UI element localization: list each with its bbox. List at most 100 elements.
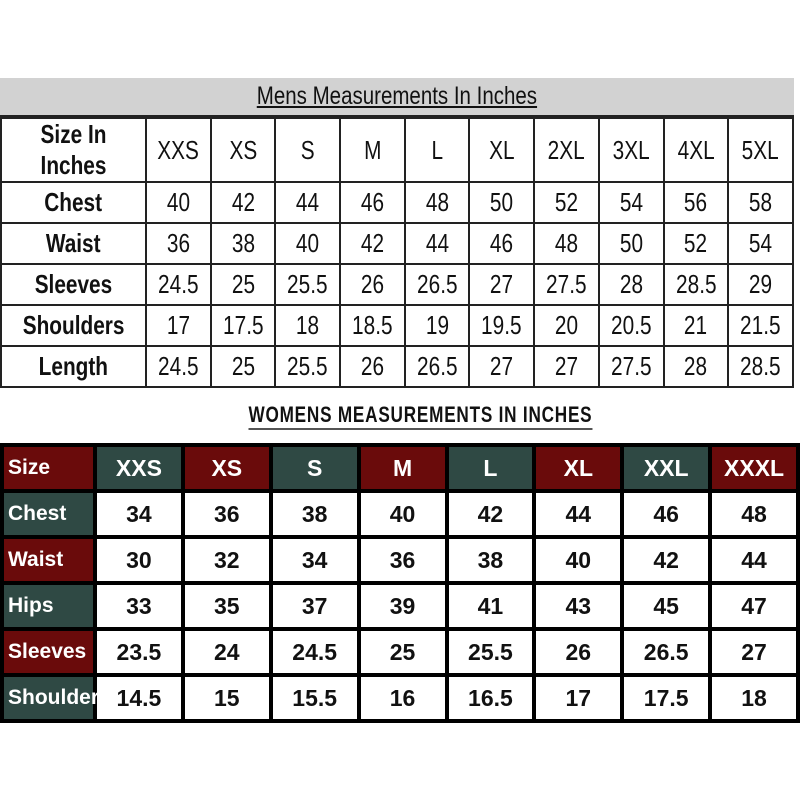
womens-cell: 34 [93, 489, 185, 539]
cell-text: Length [38, 351, 109, 381]
womens-row-label: Chest [0, 489, 97, 539]
mens-cell: 58 [727, 181, 794, 224]
mens-cell: 56 [662, 181, 730, 224]
womens-row-label: Waist [0, 535, 97, 585]
mens-cell: 38 [209, 222, 277, 265]
womens-table-row: Sleeves 23.5 24 24.5 25 25.5 26 26.5 27 [0, 627, 800, 677]
mens-cell: 27.5 [533, 263, 600, 306]
mens-title: Mens Measurements In Inches [256, 82, 538, 110]
cell-text: 40 [296, 228, 320, 258]
mens-header-cell: 3XL [597, 117, 665, 183]
womens-cell: 42 [444, 489, 537, 539]
womens-cell: 27 [708, 627, 800, 677]
womens-cell: 34 [268, 535, 361, 585]
mens-header-cell: XL [468, 117, 536, 183]
womens-header-cell: XXXL [708, 443, 800, 493]
womens-table-row: Hips 33 35 37 39 41 43 45 47 [0, 581, 800, 631]
cell-text: XL [489, 134, 515, 165]
mens-cell: 25 [209, 263, 277, 306]
mens-cell: 44 [274, 181, 342, 224]
mens-cell: 21.5 [727, 304, 794, 347]
mens-cell: 27 [533, 345, 600, 388]
cell-text: L [431, 134, 443, 165]
womens-cell: 42 [620, 535, 713, 585]
mens-title-bar: Mens Measurements In Inches [0, 78, 794, 117]
mens-header-cell: 5XL [727, 117, 794, 183]
cell-text: 27 [554, 351, 579, 381]
womens-cell: 30 [93, 535, 185, 585]
womens-cell: 36 [356, 535, 449, 585]
cell-text: 52 [554, 187, 579, 217]
womens-cell: 16.5 [444, 673, 537, 723]
mens-header-cell: Size In Inches [0, 117, 147, 183]
womens-cell: 38 [268, 489, 361, 539]
womens-cell: 43 [532, 581, 625, 631]
cell-text: 19 [425, 310, 449, 340]
womens-cell: 25 [356, 627, 449, 677]
womens-cell: 44 [708, 535, 800, 585]
womens-cell: 35 [180, 581, 273, 631]
cell-text: 2XL [547, 134, 585, 165]
mens-cell: 19.5 [468, 304, 536, 347]
cell-text: Sleeves [34, 269, 113, 299]
womens-cell: 23.5 [93, 627, 185, 677]
cell-text: Shoulders [22, 310, 125, 340]
womens-header-row: Size XXS XS S M L XL XXL XXXL [0, 443, 800, 493]
cell-text: 24.5 [158, 351, 199, 381]
womens-cell: 41 [444, 581, 537, 631]
mens-cell: 42 [209, 181, 277, 224]
mens-header-cell: XS [209, 117, 277, 183]
cell-text: 50 [490, 187, 514, 217]
cell-text: 21.5 [740, 310, 781, 340]
mens-size-chart: Mens Measurements In Inches Size In Inch… [0, 78, 794, 388]
mens-cell: 50 [597, 222, 665, 265]
womens-table-row: Shoulders 14.5 15 15.5 16 16.5 17 17.5 18 [0, 673, 800, 723]
mens-row-label: Length [0, 345, 147, 388]
mens-cell: 21 [662, 304, 730, 347]
mens-table: Size In Inches XXS XS S M L XL 2XL 3XL 4XL 5XL Ches… [0, 117, 794, 388]
mens-header-cell: M [339, 117, 406, 183]
cell-text: 28.5 [675, 269, 717, 299]
womens-cell: 18 [708, 673, 800, 723]
mens-cell: 54 [727, 222, 794, 265]
mens-cell: 26 [339, 345, 406, 388]
cell-text: 18.5 [352, 310, 393, 340]
mens-cell: 50 [468, 181, 536, 224]
womens-table: Size XXS XS S M L XL XXL XXXL Chest 34 36 38 40 42 44 46… [0, 443, 800, 723]
cell-text: 17.5 [222, 310, 264, 340]
cell-text: 54 [749, 228, 773, 258]
cell-text: 19.5 [481, 310, 523, 340]
cell-text: Waist [46, 228, 101, 258]
mens-cell: 17 [145, 304, 212, 347]
mens-cell: 28.5 [662, 263, 730, 306]
cell-text: 25 [231, 351, 255, 381]
cell-text: 54 [619, 187, 643, 217]
mens-row-label: Chest [0, 181, 147, 224]
mens-row-label: Shoulders [0, 304, 147, 347]
cell-text: 48 [554, 228, 579, 258]
cell-text: 20 [554, 310, 579, 340]
mens-cell: 20 [533, 304, 600, 347]
cell-text: 42 [360, 228, 384, 258]
cell-text: 28 [619, 269, 643, 299]
mens-table-row: Waist 36 38 40 42 44 46 48 50 52 54 [0, 222, 794, 265]
mens-cell: 27.5 [597, 345, 665, 388]
mens-cell: 42 [339, 222, 406, 265]
womens-cell: 45 [620, 581, 713, 631]
womens-cell: 15 [180, 673, 273, 723]
mens-cell: 44 [403, 222, 471, 265]
womens-cell: 17 [532, 673, 625, 723]
cell-text: Size In Inches [40, 119, 107, 180]
womens-header-cell: XL [532, 443, 625, 493]
womens-header-cell: L [444, 443, 537, 493]
cell-text: S [300, 134, 315, 165]
womens-cell: 16 [356, 673, 449, 723]
cell-text: 26.5 [416, 269, 458, 299]
cell-text: 17 [166, 310, 190, 340]
womens-cell: 32 [180, 535, 273, 585]
cell-text: 48 [425, 187, 449, 217]
mens-cell: 40 [274, 222, 342, 265]
womens-cell: 40 [356, 489, 449, 539]
mens-header-cell: XXS [145, 117, 212, 183]
cell-text: XXS [157, 134, 200, 165]
